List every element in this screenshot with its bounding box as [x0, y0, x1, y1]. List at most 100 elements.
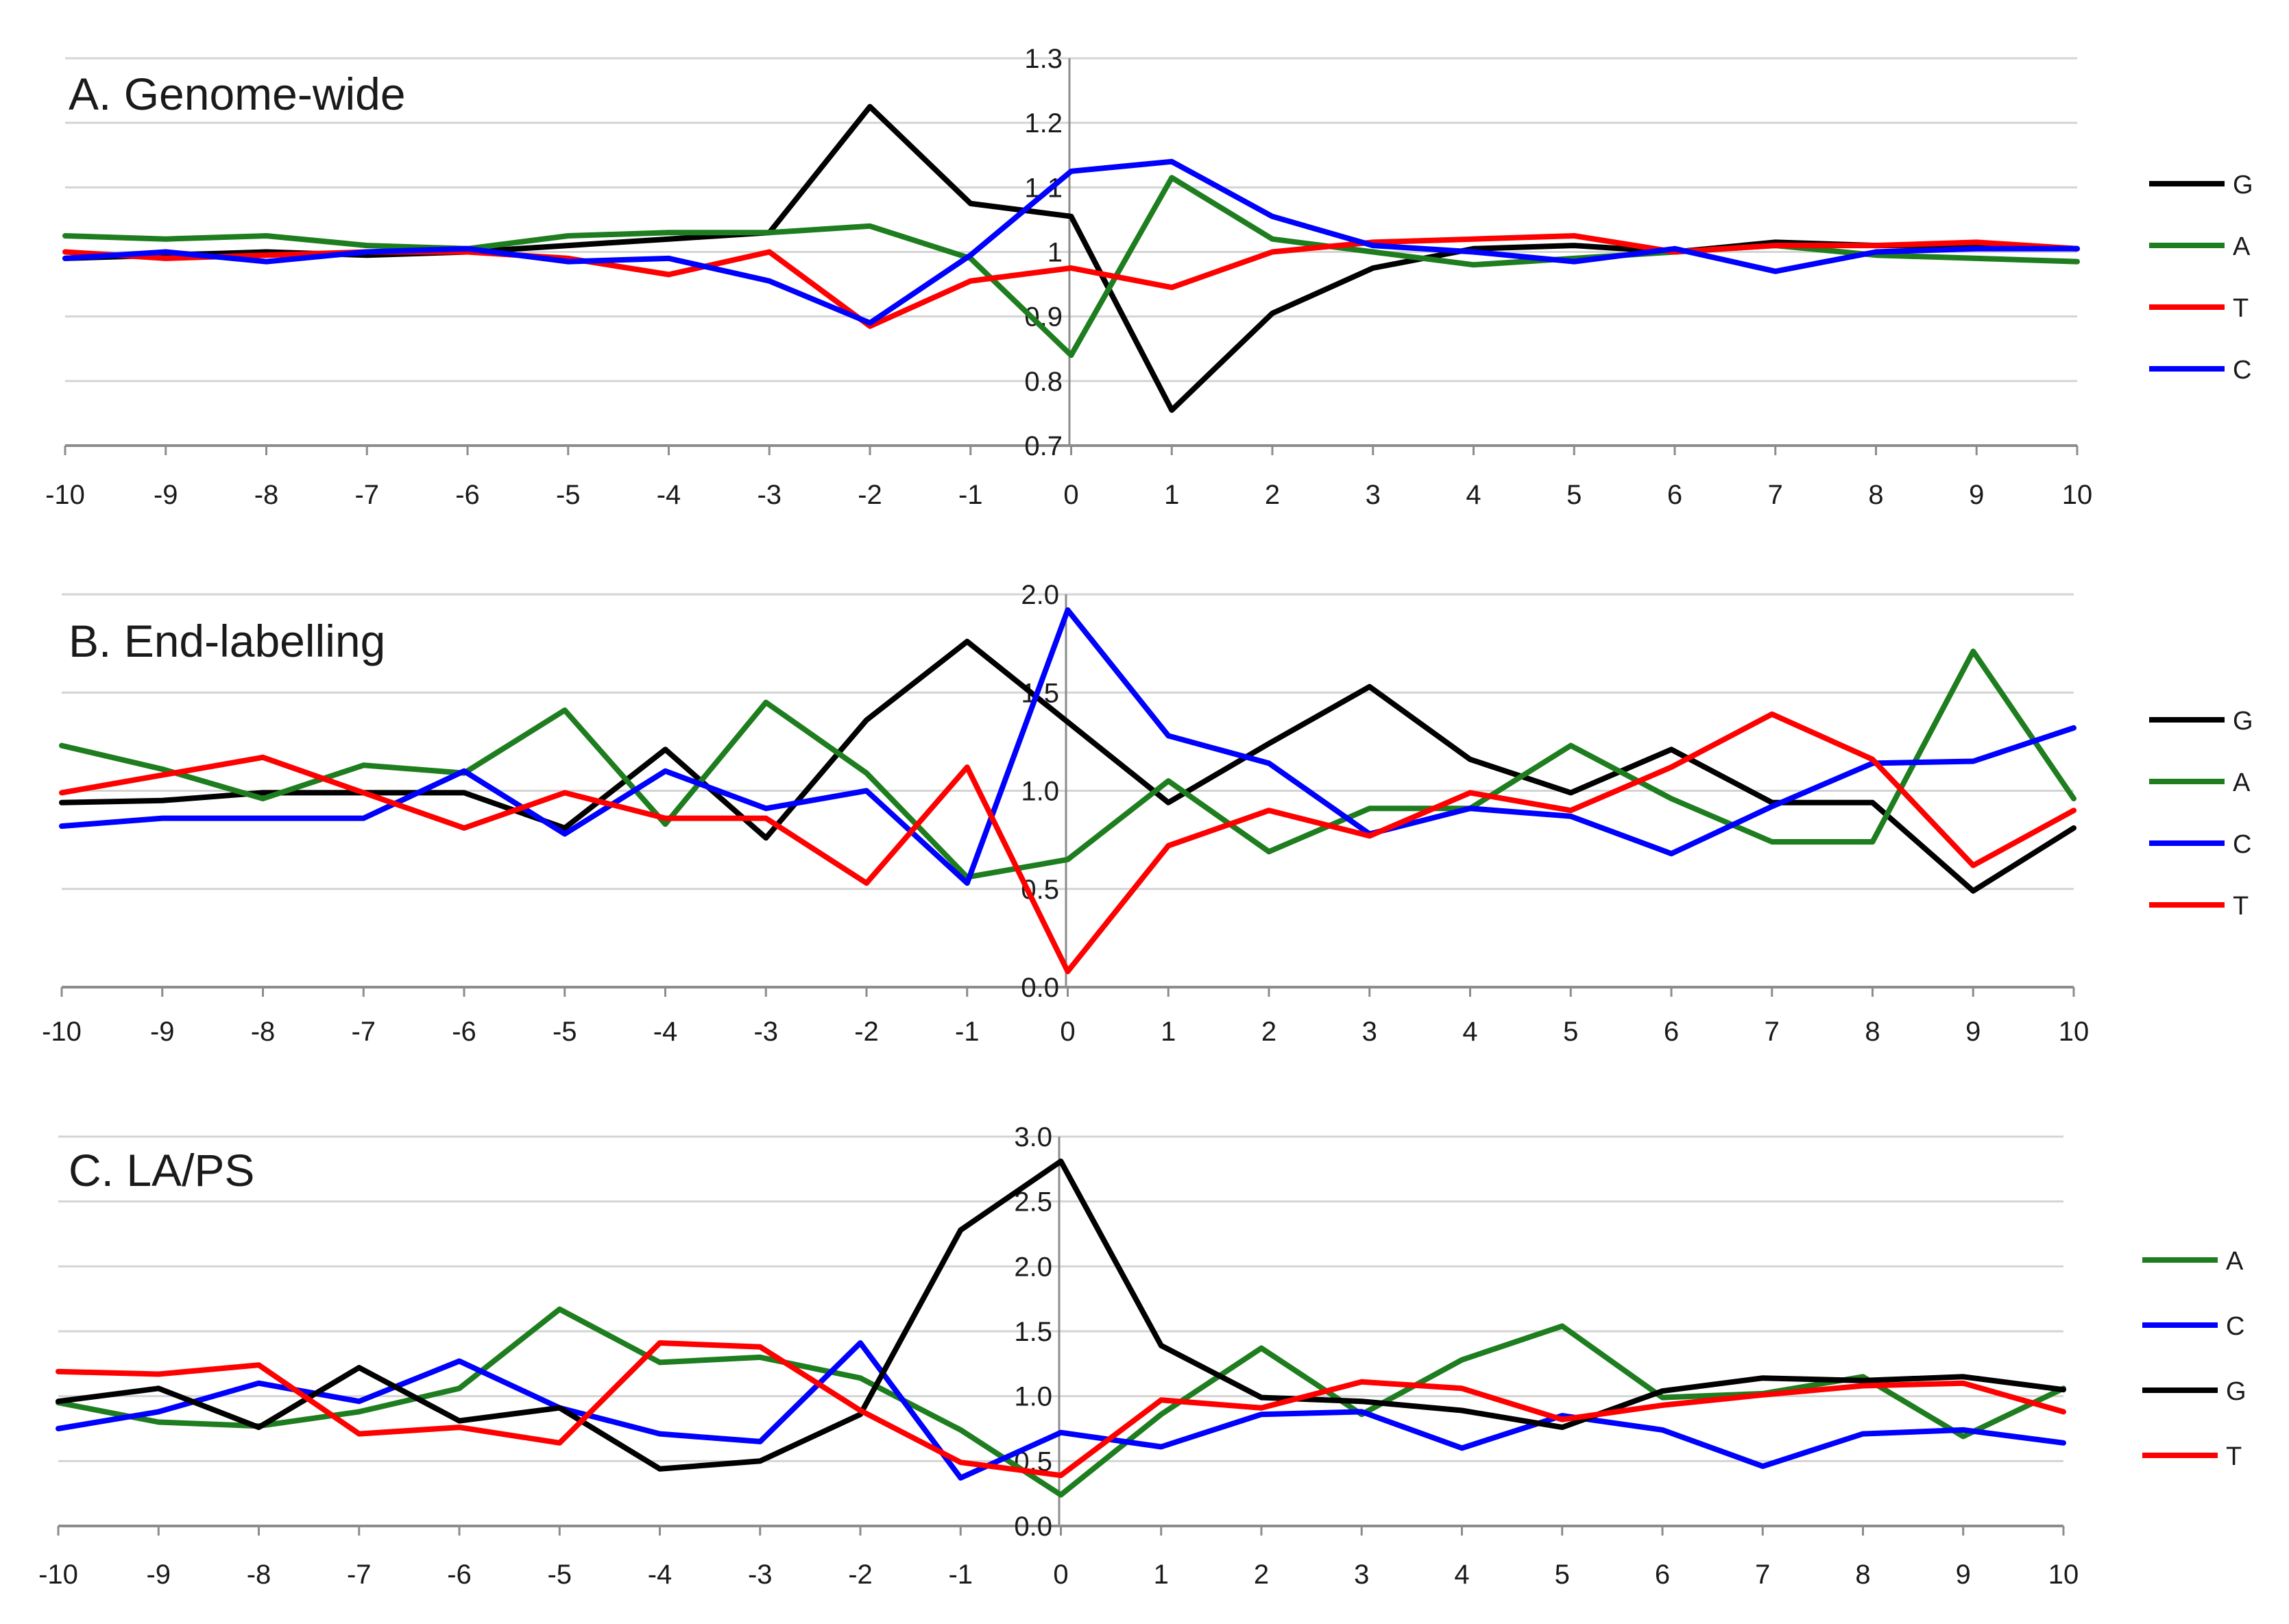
x-tick-label: -8 [251, 1017, 276, 1047]
legend-label-T: T [2226, 1442, 2242, 1471]
x-tick-label: -6 [447, 1560, 472, 1590]
x-tick-label: 3 [1366, 480, 1381, 510]
x-tick-label: 8 [1855, 1560, 1870, 1590]
x-tick-label: -5 [553, 1017, 577, 1047]
x-tick-label: -2 [848, 1560, 873, 1590]
y-tick-label: 0.0 [1021, 973, 1059, 1003]
x-tick-label: -6 [452, 1017, 476, 1047]
y-tick-label: 0.0 [1014, 1512, 1052, 1542]
x-tick-label: -9 [146, 1560, 171, 1590]
series-line-T [59, 711, 2076, 975]
y-tick-label: 0.7 [1024, 431, 1063, 461]
y-tick-label: 3.0 [1014, 1122, 1052, 1152]
x-tick-label: 4 [1466, 480, 1481, 510]
x-tick-label: -2 [854, 1017, 879, 1047]
x-tick-label: -1 [955, 1017, 980, 1047]
x-tick-label: 6 [1655, 1560, 1670, 1590]
x-tick-label: 2 [1265, 480, 1280, 510]
x-tick-label: -4 [653, 1017, 678, 1047]
legend-label-C: C [2233, 830, 2251, 859]
y-tick-label: 2.0 [1014, 1252, 1052, 1282]
legend: G A C T [2149, 707, 2253, 921]
x-tick-label: 8 [1865, 1017, 1880, 1047]
x-tick-label: 4 [1462, 1017, 1477, 1047]
legend-label-C: C [2226, 1312, 2244, 1341]
gridlines [58, 1135, 2063, 1462]
series-line-T [56, 1340, 2066, 1479]
series-line-G [56, 1159, 2066, 1472]
x-tick-label: 2 [1254, 1560, 1269, 1590]
x-tick-label: 0 [1063, 480, 1078, 510]
x-tick-label: -9 [150, 1017, 175, 1047]
y-tick-label: 1.0 [1021, 777, 1059, 807]
x-tick-label: -10 [38, 1560, 78, 1590]
x-tick-label: 7 [1765, 1017, 1780, 1047]
x-tick-label: -4 [657, 480, 681, 510]
x-tick-label: 2 [1261, 1017, 1276, 1047]
y-tick-label: 1.2 [1024, 108, 1063, 138]
x-tick-label: 1 [1164, 480, 1179, 510]
x-tick-label: -1 [958, 480, 983, 510]
x-tick-label: 9 [1965, 1017, 1981, 1047]
x-tick-label: 3 [1362, 1017, 1377, 1047]
series-line-G [59, 638, 2076, 894]
y-tick-label: 1.1 [1024, 173, 1063, 203]
legend-label-A: A [2233, 768, 2251, 797]
x-tick-label: 10 [2062, 480, 2093, 510]
x-tick-label: -5 [547, 1560, 572, 1590]
x-tick-label: 10 [2048, 1560, 2079, 1590]
series-line-A [59, 649, 2076, 880]
gridlines [62, 593, 2074, 890]
x-tick-label: -5 [556, 480, 581, 510]
x-tick-label: -3 [753, 1017, 778, 1047]
x-tick-label: -7 [347, 1560, 372, 1590]
legend-label-G: G [2233, 171, 2253, 199]
x-tick-label: -10 [45, 480, 85, 510]
x-tick-label: 5 [1555, 1560, 1570, 1590]
x-tick-label: -10 [42, 1017, 82, 1047]
x-tick-label: 1 [1161, 1017, 1176, 1047]
x-tick-label: 7 [1755, 1560, 1770, 1590]
panel-end-labelling: B. End-labelling -10 -9 -8 -7 -6 -5 -4 -3 -2 -1 0 1… [42, 580, 2253, 1047]
x-tick-label: 6 [1667, 480, 1682, 510]
x-tick-label: 8 [1868, 480, 1883, 510]
panel-title: C. LA/PS [69, 1145, 254, 1196]
y-tick-label: 1.5 [1014, 1317, 1052, 1347]
x-tick-label: 5 [1563, 1017, 1578, 1047]
legend: A C G T [2142, 1247, 2246, 1471]
x-tick-label: 9 [1956, 1560, 1971, 1590]
x-tick-label: 10 [2059, 1017, 2090, 1047]
x-tick-label: 5 [1566, 480, 1582, 510]
x-tick-label: -8 [254, 480, 279, 510]
x-tick-label: -4 [648, 1560, 673, 1590]
legend-label-T: T [2233, 294, 2249, 323]
x-tick-label: 6 [1664, 1017, 1679, 1047]
legend-label-C: C [2233, 356, 2251, 385]
x-tick-label: -9 [154, 480, 178, 510]
x-tick-label: -6 [455, 480, 480, 510]
y-tick-label: 2.0 [1021, 580, 1059, 610]
y-tick-label: 1 [1047, 238, 1063, 268]
x-tick-label: 0 [1053, 1560, 1068, 1590]
legend-label-T: T [2233, 892, 2249, 921]
panel-genome-wide: A. Genome-wide -10 -9 -8 -7 -6 -5 -4 -3 -2 -1 0 1 2 3… [45, 44, 2253, 510]
x-tick-label: 7 [1768, 480, 1783, 510]
x-tick-label: 3 [1354, 1560, 1369, 1590]
legend-label-A: A [2226, 1247, 2244, 1276]
x-tick-label: 9 [1969, 480, 1984, 510]
x-tick-label: -1 [948, 1560, 973, 1590]
x-tick-label: -7 [351, 1017, 376, 1047]
x-tick-label: -2 [858, 480, 882, 510]
legend: G A T C [2149, 171, 2253, 385]
y-tick-label: 1.3 [1024, 44, 1063, 74]
legend-label-G: G [2226, 1377, 2246, 1406]
x-tick-label: 1 [1154, 1560, 1169, 1590]
x-tick-label: 4 [1454, 1560, 1469, 1590]
panel-title: A. Genome-wide [69, 69, 406, 119]
panel-title: B. End-labelling [69, 616, 385, 666]
gridlines [65, 57, 2077, 383]
y-tick-label: 1.0 [1014, 1382, 1052, 1412]
x-tick-label: -7 [354, 480, 379, 510]
panel-la-ps: C. LA/PS -10 -9 -8 -7 -6 -5 -4 -3 -2 -1 0 1 2 3 4 5 6 7 8 9… [38, 1122, 2246, 1590]
